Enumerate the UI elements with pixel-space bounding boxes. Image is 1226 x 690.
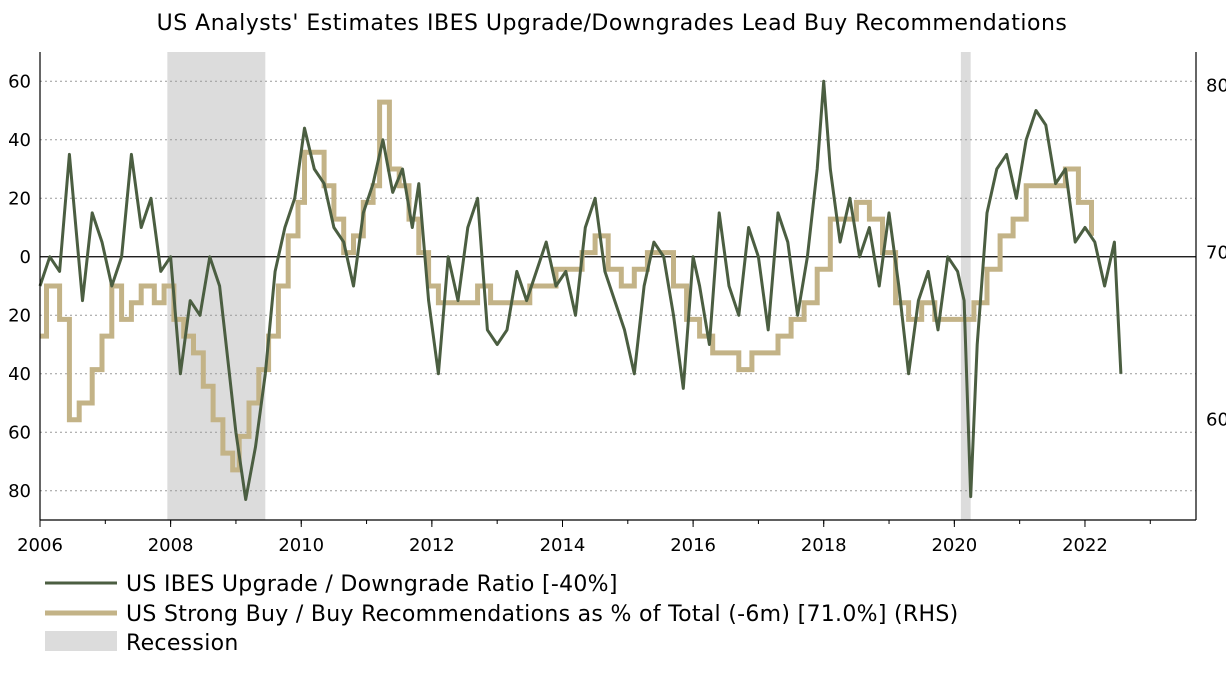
y-right-tick-label: 60 (1206, 410, 1226, 431)
legend-swatch-recession (45, 631, 117, 651)
x-tick-label: 2012 (409, 535, 455, 556)
legend-label: US IBES Upgrade / Downgrade Ratio [-40%] (126, 572, 618, 597)
recession-shading (167, 52, 971, 520)
y-left-tick-label: 0 (20, 247, 31, 268)
legend-label: Recession (126, 631, 239, 656)
y-right-tick-label: 80 (1206, 75, 1226, 96)
x-tick-label: 2010 (278, 535, 324, 556)
x-tick-label: 2016 (670, 535, 716, 556)
x-tick-label: 2008 (148, 535, 194, 556)
recession-band-0 (167, 52, 266, 520)
x-tick-label: 2018 (801, 535, 847, 556)
gridlines (40, 80, 1196, 492)
axes: 60 40 20 0 20 40 60 80 80 70 60 2006 2008 2010 2012 201… (8, 52, 1226, 556)
y-left-tick-label: 20 (8, 188, 31, 209)
x-tick-label: 2022 (1062, 535, 1108, 556)
x-tick-label: 2020 (931, 535, 977, 556)
chart-title: US Analysts' Estimates IBES Upgrade/Down… (157, 11, 1068, 36)
legend: US IBES Upgrade / Downgrade Ratio [-40%]… (45, 572, 959, 656)
y-left-tick-label: 40 (8, 364, 31, 385)
legend-label: US Strong Buy / Buy Recommendations as %… (126, 602, 959, 627)
y-left-tick-label: 60 (8, 71, 31, 92)
recession-band-1 (960, 52, 971, 520)
y-right-tick-label: 70 (1206, 243, 1226, 264)
y-left-tick-label: 60 (8, 422, 31, 443)
series-upgrade-downgrade-ratio (38, 79, 1123, 501)
y-left-tick-label: 20 (8, 305, 31, 326)
x-tick-label: 2014 (540, 535, 586, 556)
series-lines (38, 79, 1123, 501)
y-left-tick-label: 40 (8, 130, 31, 151)
x-tick-label: 2006 (17, 535, 63, 556)
y-left-tick-label: 80 (8, 481, 31, 502)
